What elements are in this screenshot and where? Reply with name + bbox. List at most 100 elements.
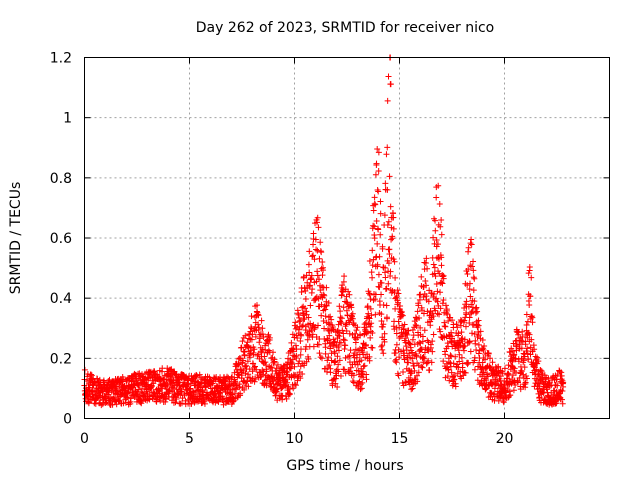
data-point bbox=[369, 344, 376, 351]
data-point bbox=[526, 331, 533, 338]
data-point bbox=[375, 283, 382, 290]
data-point bbox=[558, 396, 565, 403]
data-point bbox=[251, 378, 258, 385]
data-point bbox=[511, 365, 518, 372]
data-point bbox=[418, 346, 425, 353]
data-point bbox=[509, 357, 516, 364]
data-point bbox=[391, 289, 398, 296]
data-point bbox=[395, 299, 402, 306]
y-tick-label: 0 bbox=[63, 412, 72, 428]
data-point bbox=[527, 351, 534, 358]
data-point bbox=[245, 383, 252, 390]
data-point bbox=[255, 351, 262, 358]
data-point bbox=[429, 338, 436, 345]
data-point bbox=[466, 280, 473, 287]
data-point bbox=[522, 379, 529, 386]
data-point bbox=[523, 321, 530, 328]
data-point bbox=[266, 334, 273, 341]
data-point bbox=[526, 301, 533, 308]
data-point bbox=[445, 359, 452, 366]
data-point bbox=[466, 338, 473, 345]
data-point bbox=[509, 372, 516, 379]
data-point bbox=[433, 281, 440, 288]
data-point bbox=[252, 324, 259, 331]
data-point bbox=[432, 217, 439, 224]
data-point bbox=[457, 322, 464, 329]
data-point bbox=[362, 319, 369, 326]
data-point bbox=[458, 354, 465, 361]
data-point bbox=[422, 277, 429, 284]
data-point bbox=[318, 312, 325, 319]
data-point bbox=[241, 386, 248, 393]
data-point bbox=[456, 358, 463, 365]
data-point bbox=[339, 282, 346, 289]
data-point bbox=[371, 235, 378, 242]
data-point bbox=[357, 381, 364, 388]
data-point bbox=[392, 274, 399, 281]
axis-ticks: 0 5 10 15 20 0 0.2 0.4 0.6 0.8 1 1.2 bbox=[50, 51, 610, 447]
data-point bbox=[434, 310, 441, 317]
data-point bbox=[381, 338, 388, 345]
data-point bbox=[527, 293, 534, 300]
data-point bbox=[433, 194, 440, 201]
data-point bbox=[297, 375, 304, 382]
data-point bbox=[399, 322, 406, 329]
data-point bbox=[337, 314, 344, 321]
data-point bbox=[337, 372, 344, 379]
data-point bbox=[525, 356, 532, 363]
data-point bbox=[328, 316, 335, 323]
data-point bbox=[358, 357, 365, 364]
data-point bbox=[318, 265, 325, 272]
data-point bbox=[388, 236, 395, 243]
data-point bbox=[466, 320, 473, 327]
data-point bbox=[273, 388, 280, 395]
data-point bbox=[258, 349, 265, 356]
data-point bbox=[383, 302, 390, 309]
data-point bbox=[349, 378, 356, 385]
data-point bbox=[383, 314, 390, 321]
data-point bbox=[505, 370, 512, 377]
data-point bbox=[215, 398, 222, 405]
data-point bbox=[251, 363, 258, 370]
data-point bbox=[155, 387, 162, 394]
data-point bbox=[350, 372, 357, 379]
data-point bbox=[366, 291, 373, 298]
data-point bbox=[199, 388, 206, 395]
data-point bbox=[427, 344, 434, 351]
data-point bbox=[259, 325, 266, 332]
data-point bbox=[559, 400, 566, 407]
data-point bbox=[382, 274, 389, 281]
data-point bbox=[309, 331, 316, 338]
data-point bbox=[393, 330, 400, 337]
data-point bbox=[438, 231, 445, 238]
data-point bbox=[445, 317, 452, 324]
data-point bbox=[374, 240, 381, 247]
data-point bbox=[310, 230, 317, 237]
data-point bbox=[364, 329, 371, 336]
data-point bbox=[372, 171, 379, 178]
data-point bbox=[440, 297, 447, 304]
data-point bbox=[127, 395, 134, 402]
data-point bbox=[458, 329, 465, 336]
data-point bbox=[202, 383, 209, 390]
data-point bbox=[299, 304, 306, 311]
data-point bbox=[470, 274, 477, 281]
data-point bbox=[416, 339, 423, 346]
data-point bbox=[389, 235, 396, 242]
data-point bbox=[437, 223, 444, 230]
data-point bbox=[434, 298, 441, 305]
data-point bbox=[411, 367, 418, 374]
data-point bbox=[468, 236, 475, 243]
data-point bbox=[293, 355, 300, 362]
data-point bbox=[324, 368, 331, 375]
data-point bbox=[87, 371, 94, 378]
data-point bbox=[366, 290, 373, 297]
x-tick-label: 0 bbox=[80, 431, 89, 447]
data-point bbox=[256, 335, 263, 342]
data-point bbox=[377, 231, 384, 238]
data-point bbox=[466, 286, 473, 293]
data-point bbox=[433, 237, 440, 244]
data-point bbox=[379, 245, 386, 252]
data-point bbox=[249, 331, 256, 338]
data-point bbox=[252, 333, 259, 340]
